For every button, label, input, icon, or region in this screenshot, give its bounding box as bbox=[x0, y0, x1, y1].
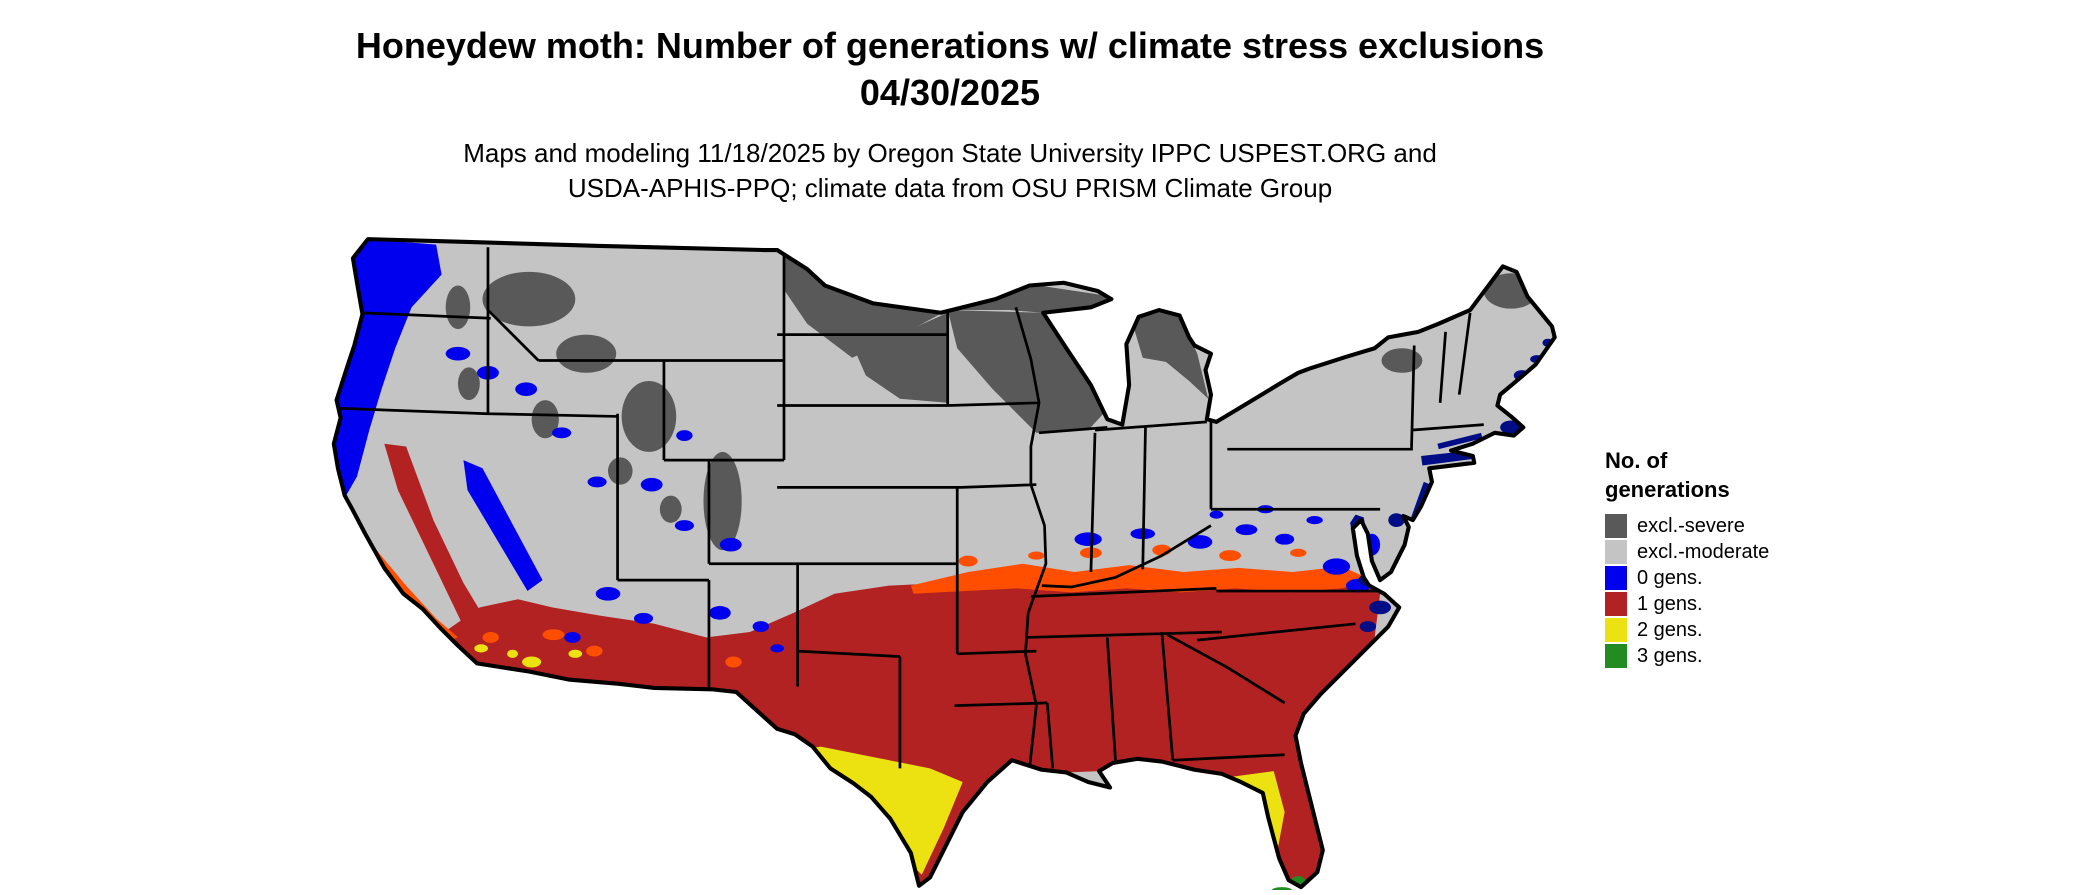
legend-item-label: 2 gens. bbox=[1637, 619, 1703, 641]
legend-swatch bbox=[1605, 540, 1627, 564]
us-generations-map bbox=[331, 237, 1557, 895]
region-1-gens bbox=[384, 443, 1381, 888]
map-title: Honeydew moth: Number of generations w/ … bbox=[0, 0, 1900, 116]
legend-swatch bbox=[1605, 644, 1627, 668]
legend-items: excl.-severe excl.-moderate 0 gens. 1 gens.… bbox=[1605, 513, 1905, 669]
legend-item: 0 gens. bbox=[1605, 565, 1905, 591]
title-line-2: 04/30/2025 bbox=[859, 72, 1041, 113]
legend: No. of generations excl.-severe excl.-mod… bbox=[1605, 446, 1905, 669]
legend-swatch bbox=[1605, 566, 1627, 590]
legend-item-label: 0 gens. bbox=[1637, 567, 1703, 589]
region-3-gens-keys bbox=[1247, 887, 1293, 895]
legend-title-line-1: No. of bbox=[1605, 448, 1668, 473]
legend-item-label: excl.-moderate bbox=[1637, 541, 1770, 563]
title-line-1: Honeydew moth: Number of generations w/ … bbox=[355, 25, 1545, 66]
legend-item: excl.-moderate bbox=[1605, 539, 1905, 565]
legend-swatch bbox=[1605, 618, 1627, 642]
legend-title-line-2: generations bbox=[1605, 477, 1730, 502]
legend-item-label: 3 gens. bbox=[1637, 645, 1703, 667]
legend-item: 2 gens. bbox=[1605, 617, 1905, 643]
legend-item: 3 gens. bbox=[1605, 643, 1905, 669]
subtitle-line-1: Maps and modeling 11/18/2025 by Oregon S… bbox=[463, 138, 1437, 168]
map-area bbox=[327, 228, 1582, 895]
legend-item: 1 gens. bbox=[1605, 591, 1905, 617]
legend-swatch bbox=[1605, 592, 1627, 616]
state-boundaries bbox=[337, 247, 1484, 769]
subtitle-line-2: USDA-APHIS-PPQ; climate data from OSU PR… bbox=[567, 173, 1333, 203]
legend-item-label: excl.-severe bbox=[1637, 515, 1745, 537]
us-outline bbox=[331, 237, 1557, 890]
region-transition-band bbox=[357, 531, 1372, 668]
legend-swatch bbox=[1605, 514, 1627, 538]
legend-item-label: 1 gens. bbox=[1637, 593, 1703, 615]
map-subtitle: Maps and modeling 11/18/2025 by Oregon S… bbox=[0, 136, 1900, 206]
header: Honeydew moth: Number of generations w/ … bbox=[0, 0, 1900, 206]
legend-item: excl.-severe bbox=[1605, 513, 1905, 539]
